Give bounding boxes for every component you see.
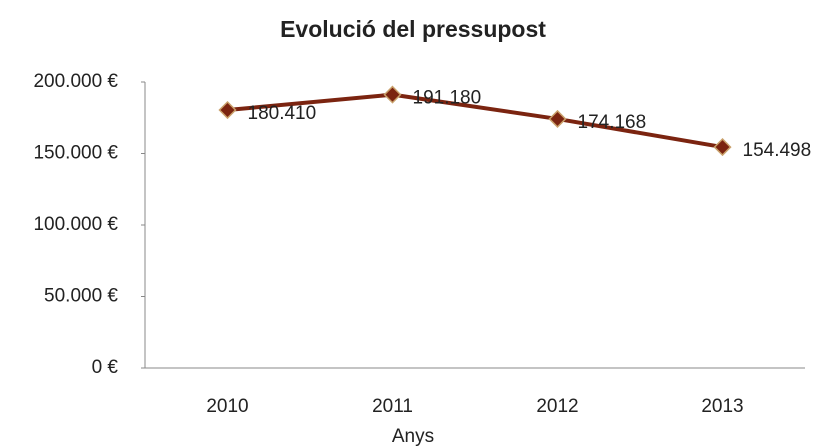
- marker: [548, 109, 567, 129]
- chart-title: Evolució del pressupost: [280, 16, 546, 42]
- data-label: 180.410: [248, 103, 317, 124]
- x-tick-label: 2013: [701, 396, 743, 417]
- y-tick-label: 100.000 €: [33, 214, 118, 235]
- x-axis-label: Anys: [392, 426, 434, 447]
- y-tick-label: 50.000 €: [44, 286, 118, 307]
- y-tick-label: 200.000 €: [33, 71, 118, 92]
- y-tick-label: 150.000 €: [33, 143, 118, 164]
- y-tick-label: 0 €: [92, 357, 119, 378]
- x-tick-label: 2010: [206, 396, 248, 417]
- series-line: [227, 92, 723, 150]
- data-label: 154.498: [743, 140, 812, 161]
- data-label: 191.180: [413, 88, 482, 109]
- data-label: 174.168: [578, 112, 647, 133]
- marker: [383, 85, 402, 104]
- x-tick-label: 2012: [536, 396, 578, 417]
- marker: [218, 100, 237, 120]
- marker: [713, 138, 732, 157]
- x-tick-label: 2011: [372, 396, 413, 417]
